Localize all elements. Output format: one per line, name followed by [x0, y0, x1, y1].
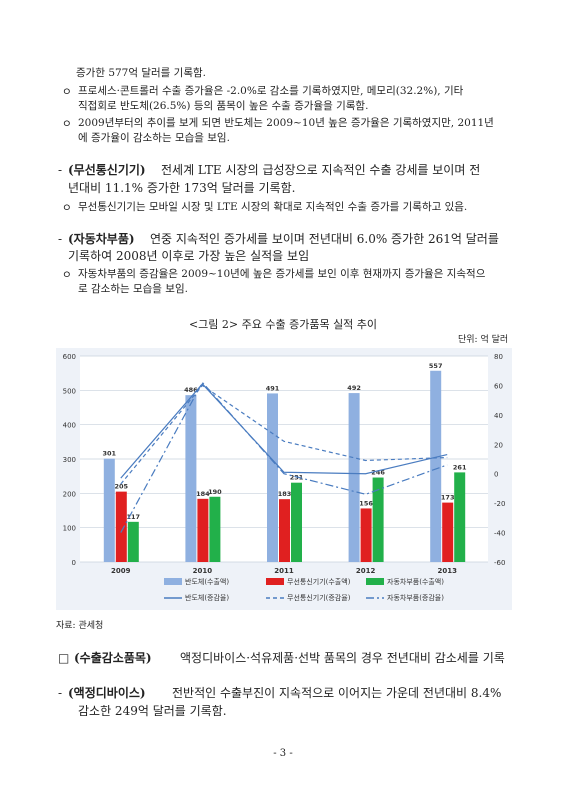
bar-0 — [267, 393, 278, 562]
section-text: 기록하여 2008년 이후로 가장 높은 실적을 보임 — [68, 249, 310, 263]
section-dash: - — [58, 163, 63, 177]
section-text: 액정디바이스·석유제품·선박 품목의 경우 전년대비 감소세를 기록 — [180, 651, 505, 665]
data-label: 557 — [429, 362, 443, 370]
section-title-wireless: (무선통신기기) — [68, 163, 146, 177]
y-right-tick-label: 0 — [494, 471, 498, 479]
legend-label: 무선통신기기(증감율) — [287, 593, 351, 602]
bar-2 — [372, 477, 384, 562]
source-label: 자료: 관세청 — [56, 621, 104, 631]
data-label: 173 — [441, 494, 455, 502]
y-left-tick-label: 100 — [63, 525, 76, 533]
data-label: 492 — [347, 384, 361, 392]
page-number: - 3 - — [273, 748, 293, 759]
legend-label: 무선통신기기(수출액) — [287, 577, 351, 586]
bullet-icon: ㅇ — [62, 118, 72, 130]
legend-swatch — [164, 578, 182, 585]
box-icon: □ — [58, 651, 70, 665]
data-label: 117 — [127, 513, 141, 521]
section-text: 년대비 11.1% 증가한 173억 달러를 기록함. — [68, 181, 296, 195]
bullet-text: 직접회로 반도체(26.5%) 등의 품목이 높은 수출 증가율을 기록함. — [78, 100, 369, 112]
x-tick-label: 2012 — [356, 567, 376, 575]
series-line-4 — [120, 384, 448, 485]
bullet-text: 자동차부품의 증감율은 2009~10년에 높은 증가세를 보인 이후 현재까지… — [78, 268, 486, 280]
figure-title: <그림 2> 주요 수출 증가품목 실적 추이 — [188, 318, 378, 331]
y-left-tick-label: 200 — [63, 490, 76, 498]
y-right-tick-label: 20 — [494, 441, 503, 449]
section-title-decrease: (수출감소품목) — [74, 651, 152, 665]
x-tick-label: 2013 — [437, 567, 457, 575]
bullet-text: 2009년부터의 추이를 보게 되면 반도체는 2009~10년 높은 증가율은… — [78, 117, 494, 129]
section-text: 연중 지속적인 증가세를 보이며 전년대비 6.0% 증가한 261억 달러를 — [150, 232, 499, 246]
data-label: 184 — [196, 490, 210, 498]
bar-0 — [430, 370, 442, 562]
y-right-tick-label: 40 — [494, 412, 503, 420]
y-left-tick-label: 500 — [63, 387, 76, 395]
y-right-tick-label: -60 — [494, 559, 505, 567]
bar-0 — [103, 458, 115, 562]
legend-label: 반도체(증감율) — [185, 593, 229, 602]
legend-swatch — [266, 578, 284, 585]
bar-0 — [185, 395, 197, 562]
data-label: 301 — [103, 450, 117, 458]
y-left-tick-label: 400 — [63, 422, 76, 430]
x-tick-label: 2009 — [111, 567, 131, 575]
section-dash: - — [58, 686, 63, 700]
data-label: 183 — [278, 490, 292, 498]
para-continuation: 증가한 577억 달러를 기록함. — [76, 67, 206, 79]
y-right-tick-label: -20 — [494, 500, 505, 508]
data-label: 231 — [290, 474, 304, 482]
bullet-icon: ㅇ — [62, 269, 72, 281]
y-right-tick-label: -40 — [494, 530, 505, 538]
unit-label: 단위: 억 달러 — [458, 335, 509, 345]
series-line-3 — [120, 383, 448, 479]
x-tick-label: 2010 — [193, 567, 213, 575]
legend-label: 자동차부품(증감율) — [387, 593, 444, 602]
bar-2 — [209, 496, 221, 562]
y-right-tick-label: 80 — [494, 353, 503, 361]
y-left-tick-label: 300 — [63, 456, 76, 464]
bar-1 — [442, 502, 454, 562]
chart-svg: 0 100 200 300 400 500 600 -60 -40 -20 0 20 40 60 80 301… — [56, 348, 512, 610]
section-text: 감소한 249억 달러를 기록함. — [78, 704, 227, 718]
chart: 0 100 200 300 400 500 600 -60 -40 -20 0 20 40 60 80 301… — [56, 348, 512, 610]
bar-1 — [115, 491, 127, 562]
data-label: 156 — [359, 499, 373, 507]
legend-label: 자동차부품(수출액) — [387, 577, 444, 586]
x-tick-label: 2011 — [274, 567, 294, 575]
y-left-tick-label: 600 — [63, 353, 76, 361]
bullet-text: 무선통신기기는 모바일 시장 및 LTE 시장의 확대로 지속적인 수출 증가를… — [78, 201, 468, 213]
legend-label: 반도체(수출액) — [185, 577, 229, 586]
section-text: 전반적인 수출부진이 지속적으로 이어지는 가운데 전년대비 8.4% — [172, 686, 502, 700]
data-label: 486 — [184, 386, 198, 394]
bar-2 — [454, 472, 466, 562]
section-text: 전세계 LTE 시장의 급성장으로 지속적인 수출 강세를 보이며 전 — [161, 163, 481, 177]
data-label: 205 — [115, 483, 129, 491]
data-label: 491 — [266, 384, 280, 392]
data-label: 261 — [453, 463, 467, 471]
bullet-text: 에 증가율이 감소하는 모습을 보임. — [78, 132, 230, 144]
y-left-tick-label: 0 — [72, 559, 76, 567]
section-title-lcd: (액정디바이스) — [68, 686, 146, 700]
bullet-icon: ㅇ — [62, 202, 72, 214]
section-title-autoparts: (자동차부품) — [68, 232, 135, 246]
bar-2 — [127, 521, 139, 562]
bar-0 — [348, 393, 360, 562]
bullet-icon: ㅇ — [62, 86, 72, 98]
bullet-text: 로 감소하는 모습을 보임. — [78, 283, 188, 295]
y-right-tick-label: 60 — [494, 382, 503, 390]
series-line-5 — [120, 381, 448, 533]
data-label: 190 — [208, 488, 222, 496]
bar-1 — [279, 499, 290, 562]
bullet-text: 프로세스·콘트롤러 수출 증가율은 -2.0%로 감소를 기록하였지만, 메모리… — [78, 85, 464, 97]
bar-1 — [360, 508, 372, 562]
data-label: 246 — [371, 469, 385, 477]
section-dash: - — [58, 232, 63, 246]
legend-swatch — [366, 578, 384, 585]
bar-2 — [291, 482, 302, 562]
bar-1 — [197, 498, 209, 562]
